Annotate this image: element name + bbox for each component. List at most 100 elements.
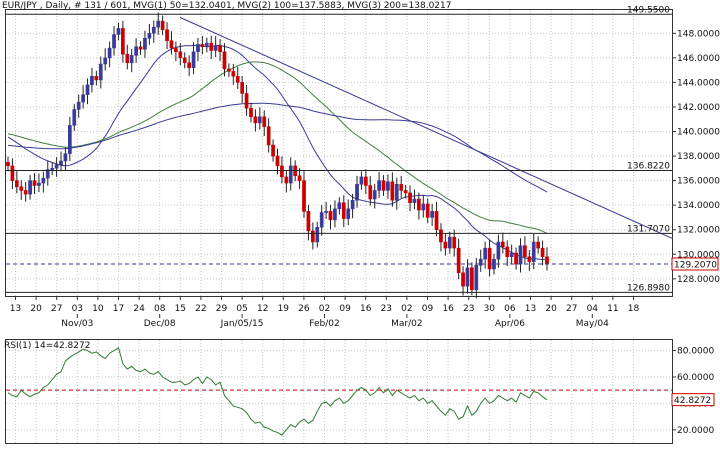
candle-body [94, 76, 99, 81]
candle-body [315, 227, 320, 243]
date-tick-label: 04 [587, 304, 599, 314]
candle-body [103, 57, 108, 65]
candle-body [81, 94, 85, 103]
date-tick-label: 20 [545, 304, 557, 314]
date-tick-label: 05 [236, 304, 247, 314]
date-tick-label: 23 [463, 304, 474, 314]
candlestick-series [6, 12, 549, 299]
candle-body [421, 203, 426, 211]
candle-body [41, 177, 46, 184]
candle-body [355, 184, 359, 201]
candle-body [509, 252, 514, 257]
horizontal-levels: 149.5500 136.8220 131.7070 126.8980 129.2070 [6, 5, 719, 293]
candle-body [381, 180, 386, 191]
candle-body [470, 267, 474, 291]
candle-body [478, 258, 483, 266]
candle-body [28, 180, 32, 195]
price-tick-label: 134.0000 [677, 201, 720, 211]
candle-body [23, 190, 28, 195]
candle-body [417, 198, 421, 211]
candle-body [72, 109, 77, 126]
date-tick-label: 29 [216, 304, 228, 314]
candle-body [76, 101, 81, 110]
candle-body [275, 155, 280, 167]
candle-body [452, 236, 457, 249]
candle-body [333, 208, 337, 221]
candle-body [187, 62, 191, 68]
current-price-label: 129.2070 [674, 260, 717, 270]
candle-body [174, 47, 178, 52]
ma-200-line [7, 102, 548, 193]
price-tick-label: 144.0000 [677, 78, 720, 88]
month-label: Feb/02 [309, 319, 339, 329]
candle-body [350, 200, 355, 210]
candle-body [191, 51, 196, 68]
candle-body [235, 76, 240, 83]
date-tick-label: 11 [607, 304, 618, 314]
candle-body [151, 26, 156, 34]
date-tick-label: 16 [360, 304, 372, 314]
candle-body [324, 211, 328, 213]
price-tick-label: 136.0000 [677, 177, 720, 187]
candle-body [165, 29, 169, 41]
candle-body [129, 55, 134, 64]
candle-body [138, 46, 143, 50]
candle-body [32, 180, 37, 186]
date-tick-label: 13 [10, 304, 21, 314]
date-tick-label: 13 [525, 304, 536, 314]
price-axis: 128.0000 130.0000 132.0000 134.0000 136.0000… [672, 29, 720, 285]
candle-body [527, 256, 532, 262]
price-tick-label: 130.0000 [677, 250, 720, 260]
candle-body [496, 241, 501, 260]
candle-body [328, 211, 333, 221]
candle-body [244, 93, 249, 109]
date-tick-label: 27 [566, 304, 577, 314]
candle-body [319, 212, 324, 228]
candle-body [518, 245, 523, 265]
date-tick-label: 15 [175, 304, 186, 314]
month-label: Jan/05/15 [220, 319, 264, 329]
candle-body [10, 165, 15, 181]
candle-body [434, 211, 439, 230]
date-tick-label: 06 [504, 304, 516, 314]
candle-body [390, 181, 395, 201]
candle-body [483, 247, 487, 260]
trend-line [179, 16, 673, 239]
rsi-line [7, 347, 548, 436]
candle-body [505, 246, 510, 257]
candle-body [50, 168, 55, 170]
candle-body [399, 184, 404, 191]
candle-body [456, 247, 461, 273]
date-tick-label: 30 [484, 304, 496, 314]
candle-body [209, 42, 214, 51]
candle-body [288, 165, 293, 184]
rsi-value-label: 42.8272 [674, 396, 711, 406]
date-tick-label: 27 [51, 304, 62, 314]
candle-body [262, 116, 267, 127]
candle-body [45, 169, 50, 179]
candle-body [403, 190, 408, 194]
candle-body [240, 82, 245, 94]
candle-body [346, 208, 351, 219]
candle-body [59, 160, 63, 165]
level-label: 126.8980 [627, 283, 670, 293]
date-tick-label: 09 [339, 304, 351, 314]
candle-body [364, 176, 368, 186]
candle-body [368, 185, 373, 200]
candle-body [204, 42, 209, 48]
date-tick-label: 03 [72, 304, 83, 314]
candle-body [297, 175, 302, 181]
candle-body [156, 20, 161, 28]
date-tick-label: 02 [319, 304, 330, 314]
date-tick-label: 10 [92, 304, 104, 314]
current-price-box [671, 257, 719, 271]
candle-body [341, 202, 346, 219]
candle-body [394, 184, 399, 201]
candle-body [121, 28, 125, 55]
date-tick-label: 19 [278, 304, 290, 314]
candle-body [412, 198, 417, 203]
chart-header: EUR/JPY , Daily, # 131 / 601, MVG(1) 50=… [2, 1, 451, 11]
candle-body [280, 165, 284, 178]
price-tick-label: 132.0000 [677, 226, 720, 236]
candle-body [337, 202, 342, 210]
